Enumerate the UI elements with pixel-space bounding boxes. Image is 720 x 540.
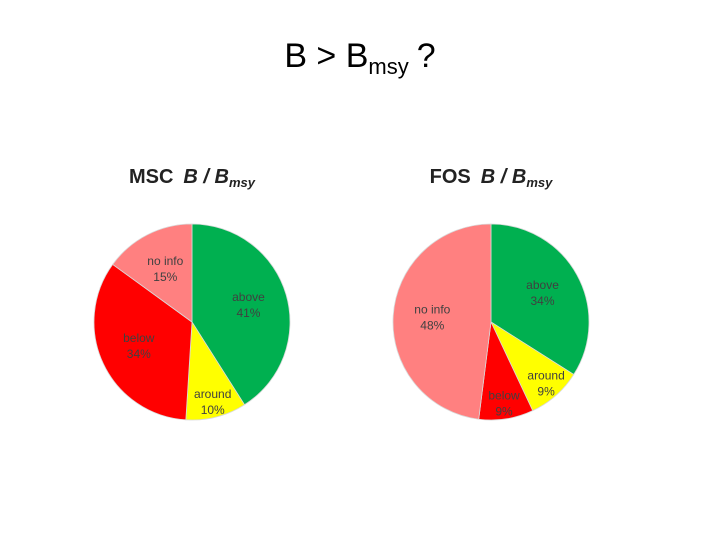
chart-title-org: MSC xyxy=(129,166,173,188)
slide-title-main: B > B xyxy=(284,37,368,75)
slice-category: no info xyxy=(414,302,450,316)
slice-value-label: 15% xyxy=(153,270,177,284)
pie-slice xyxy=(112,223,193,323)
slide-title-sub: msy xyxy=(368,54,408,79)
slice-category: below xyxy=(123,331,155,345)
chart-title-org: FOS xyxy=(430,166,471,188)
slice-value-label: 34% xyxy=(531,294,555,308)
chart-title: FOS B / Bmsy xyxy=(430,166,553,190)
slice-category: above xyxy=(526,278,559,292)
pie-slice xyxy=(191,223,291,406)
slice-value-label: 34% xyxy=(127,347,151,361)
slide-title: B > Bmsy? xyxy=(284,37,435,79)
chart-title-main: B / B xyxy=(481,166,527,188)
slide-title-end: ? xyxy=(417,37,436,75)
slice-value-label: 10% xyxy=(201,403,225,417)
slice-category: below xyxy=(488,388,520,402)
slice-value-label: 9% xyxy=(537,385,555,399)
slice-category: around xyxy=(194,387,231,401)
slice-category: above xyxy=(232,290,265,304)
chart-title-sub: msy xyxy=(526,175,553,190)
slice-category: no info xyxy=(147,254,183,268)
chart-title-main: B / B xyxy=(183,166,229,188)
slice-value-label: 48% xyxy=(420,318,444,332)
chart-title-sub: msy xyxy=(229,175,256,190)
slice-value-label: 9% xyxy=(495,404,513,418)
slice-category: around xyxy=(527,369,564,383)
chart-title: MSC B / Bmsy xyxy=(129,166,256,190)
slice-value-label: 41% xyxy=(236,306,260,320)
pie-slice xyxy=(392,223,492,420)
pie-slice xyxy=(93,263,193,421)
pie-slice xyxy=(490,223,590,376)
